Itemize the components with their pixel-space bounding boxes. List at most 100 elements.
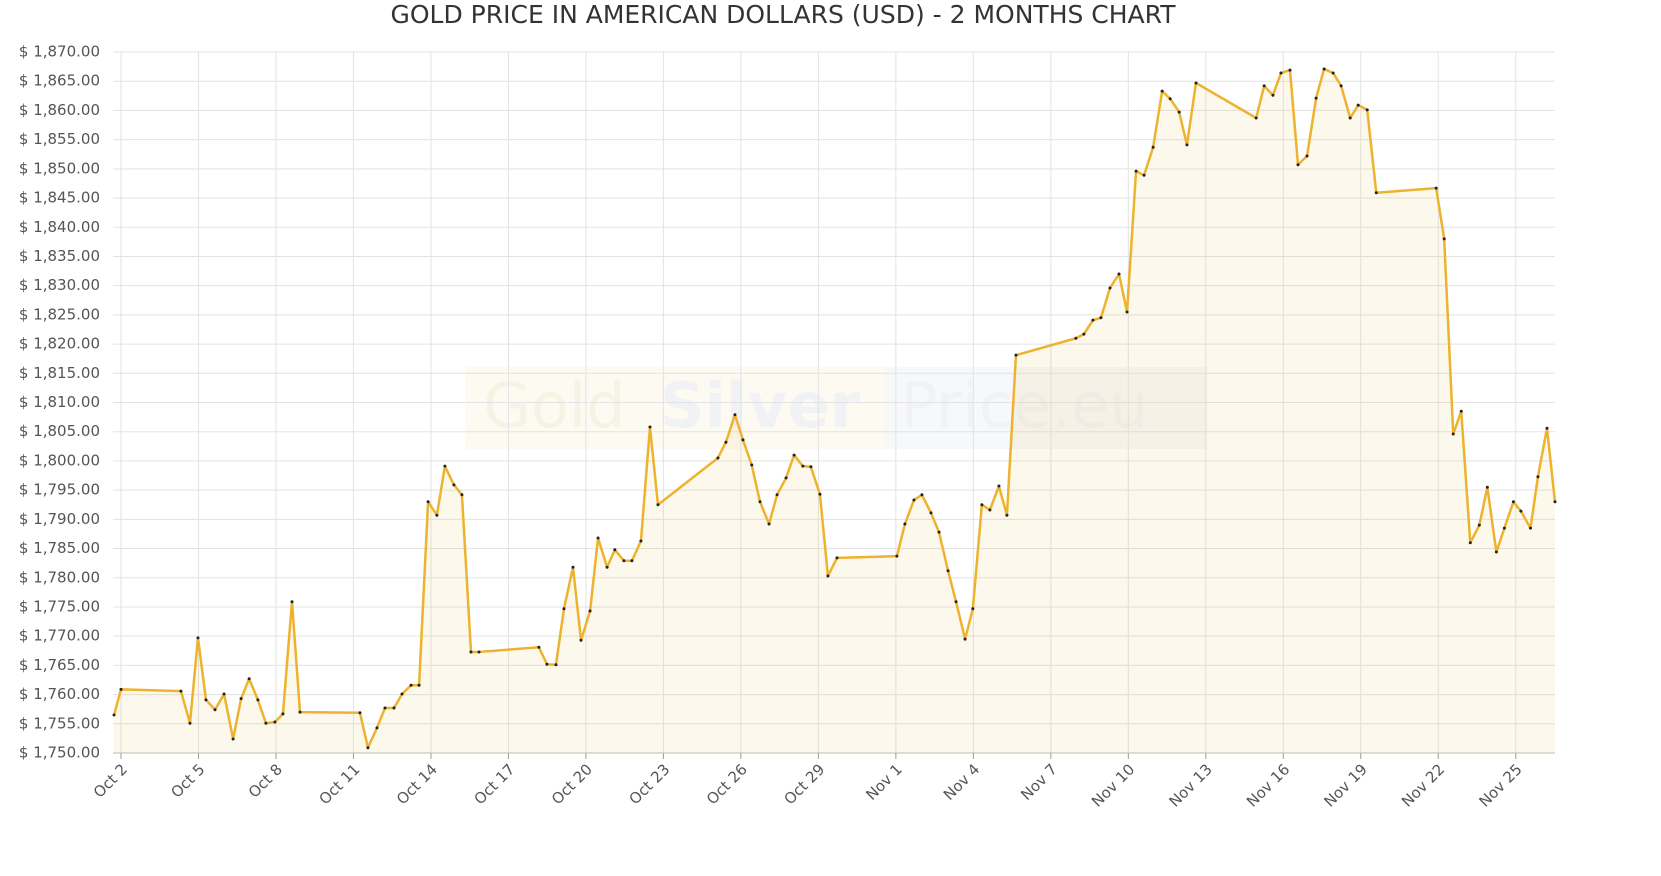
point [366,746,370,750]
point [222,692,226,696]
point [775,493,779,497]
point [1442,237,1446,241]
point [1125,310,1129,314]
point [835,556,839,560]
point [247,677,251,681]
point [1511,500,1515,504]
y-tick-label: $ 1,800.00 [19,451,100,469]
point [613,548,617,552]
point [741,438,745,442]
area [114,68,1556,753]
point [1365,108,1369,112]
point [1477,523,1481,527]
point [119,687,123,691]
point [1502,526,1506,530]
point [1494,550,1498,554]
point [1091,318,1095,322]
point [1168,97,1172,101]
x-tick-label: Oct 8 [245,760,286,801]
line [112,67,1557,749]
point [1254,116,1258,120]
y-tick-label: $ 1,785.00 [19,539,100,557]
y-tick-label: $ 1,755.00 [19,714,100,732]
point [452,483,456,487]
point [1271,93,1275,97]
watermark-text: Silver [660,369,861,442]
watermark-box [885,367,1207,449]
y-tick-label: $ 1,845.00 [19,189,100,207]
x-tick-label: Nov 10 [1088,760,1138,810]
watermark-box [465,367,885,449]
y-tick-label: $ 1,825.00 [19,305,100,323]
y-tick-label: $ 1,870.00 [19,43,100,61]
x-tick-label: Nov 19 [1320,760,1370,810]
point [954,600,958,604]
point [596,536,600,540]
point [562,607,566,611]
y-tick-label: $ 1,820.00 [19,335,100,353]
x-tick-label: Oct 5 [167,760,208,801]
point [1339,84,1343,88]
point [231,737,235,741]
point [571,565,575,569]
point [1451,432,1455,436]
point [605,565,609,569]
point [213,708,217,712]
point [1117,272,1121,276]
point [358,711,362,715]
point [733,413,737,417]
x-tick-label: Oct 14 [393,760,441,808]
point [767,522,771,526]
point [1322,67,1326,71]
y-tick-label: $ 1,815.00 [19,364,100,382]
y-tick-label: $ 1,810.00 [19,393,100,411]
point [630,559,634,563]
point [375,726,379,730]
y-tick-label: $ 1,765.00 [19,656,100,674]
point [545,662,549,666]
point [188,721,192,725]
point [281,712,285,716]
y-tick-label: $ 1,830.00 [19,276,100,294]
point [290,600,294,604]
point [1305,154,1309,158]
point [1434,186,1438,190]
point [1099,316,1103,320]
point [204,698,208,702]
x-tick-label: Oct 17 [471,760,519,808]
point [417,683,421,687]
point [784,476,788,480]
point [426,500,430,504]
point [997,484,1001,488]
point [1331,71,1335,75]
x-tick-label: Nov 4 [940,760,984,804]
y-tick-label: $ 1,835.00 [19,247,100,265]
point [818,492,822,496]
y-tick-label: $ 1,840.00 [19,218,100,236]
point [1279,71,1283,75]
point [1160,89,1164,93]
point [1185,143,1189,147]
point [1005,513,1009,517]
point [903,522,907,526]
point [239,697,243,701]
point [1314,96,1318,100]
x-tick-label: Nov 16 [1243,760,1293,810]
point [579,638,583,642]
point [1074,336,1078,340]
y-tick-label: $ 1,855.00 [19,130,100,148]
point [1177,110,1181,114]
point [1348,116,1352,120]
point [460,493,464,497]
y-tick-label: $ 1,860.00 [19,101,100,119]
point [1014,353,1018,357]
point [801,464,805,468]
watermark-text: Gold [483,369,626,442]
point [648,425,652,429]
point [298,710,302,714]
point [537,645,541,649]
point [826,574,830,578]
x-tick-label: Nov 7 [1017,760,1061,804]
